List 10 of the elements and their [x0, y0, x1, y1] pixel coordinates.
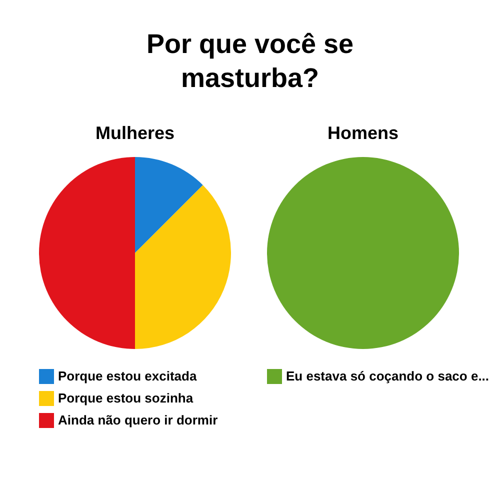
- legend-label: Porque estou sozinha: [58, 390, 194, 406]
- legend-label: Ainda não quero ir dormir: [58, 412, 218, 428]
- legend-label: Porque estou excitada: [58, 368, 198, 384]
- pie-slice: [135, 185, 231, 349]
- pie-slice: [39, 157, 135, 349]
- legend-label: Eu estava só coçando o saco e...: [286, 368, 490, 384]
- pie-slice: [135, 157, 203, 253]
- chart-title: Mulheres: [95, 123, 175, 143]
- chart-title: Homens: [327, 123, 399, 143]
- text: Por que você se masturba?: [145, 28, 355, 95]
